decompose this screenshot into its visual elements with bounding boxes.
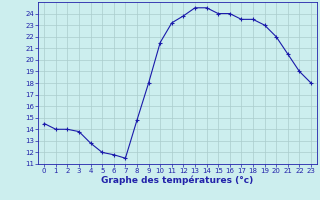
X-axis label: Graphe des températures (°c): Graphe des températures (°c) [101,176,254,185]
